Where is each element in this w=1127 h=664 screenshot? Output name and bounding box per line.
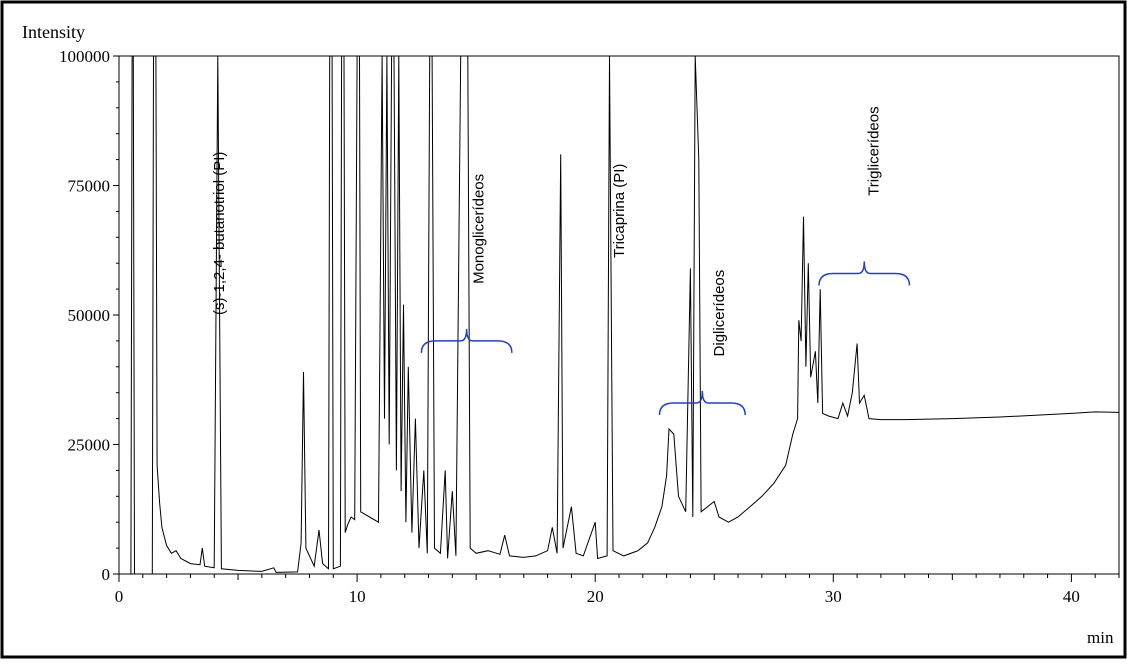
group-bracket	[658, 391, 746, 416]
y-tick-label: 25000	[68, 436, 111, 455]
x-tick-label: 30	[825, 587, 842, 606]
y-ticks: 0 25000 50000 75000 100000	[59, 47, 119, 584]
x-axis-label: min	[1087, 628, 1114, 647]
group-bracket	[420, 328, 513, 353]
y-tick-label: 0	[102, 565, 111, 584]
peak-annotation: Diglicerídeos	[711, 270, 728, 357]
y-tick-label: 50000	[68, 306, 111, 325]
y-tick-label: 100000	[59, 47, 110, 66]
y-tick-label: 75000	[68, 177, 111, 196]
brackets-group	[420, 261, 911, 416]
peak-annotation: Triglicerídeos	[866, 106, 883, 195]
annotations-group: (s)-1,2,4- butanotriol (PI) Monogliceríde…	[211, 106, 883, 356]
peak-annotation: Tricaprina (PI)	[611, 164, 628, 258]
peak-annotation: Monoglicerídeos	[470, 174, 487, 284]
x-tick-label: 0	[115, 587, 124, 606]
x-tick-label: 40	[1063, 587, 1080, 606]
y-axis-label: Intensity	[22, 22, 85, 42]
x-tick-label: 20	[587, 587, 604, 606]
x-ticks: 0 10 20 30 40	[115, 574, 1120, 606]
x-tick-label: 10	[349, 587, 366, 606]
plot-area	[118, 55, 1120, 575]
series-group	[119, 55, 1120, 575]
peak-annotation: (s)-1,2,4- butanotriol (PI)	[211, 152, 228, 315]
group-bracket	[818, 261, 911, 286]
chromatogram-trace	[119, 55, 1120, 575]
